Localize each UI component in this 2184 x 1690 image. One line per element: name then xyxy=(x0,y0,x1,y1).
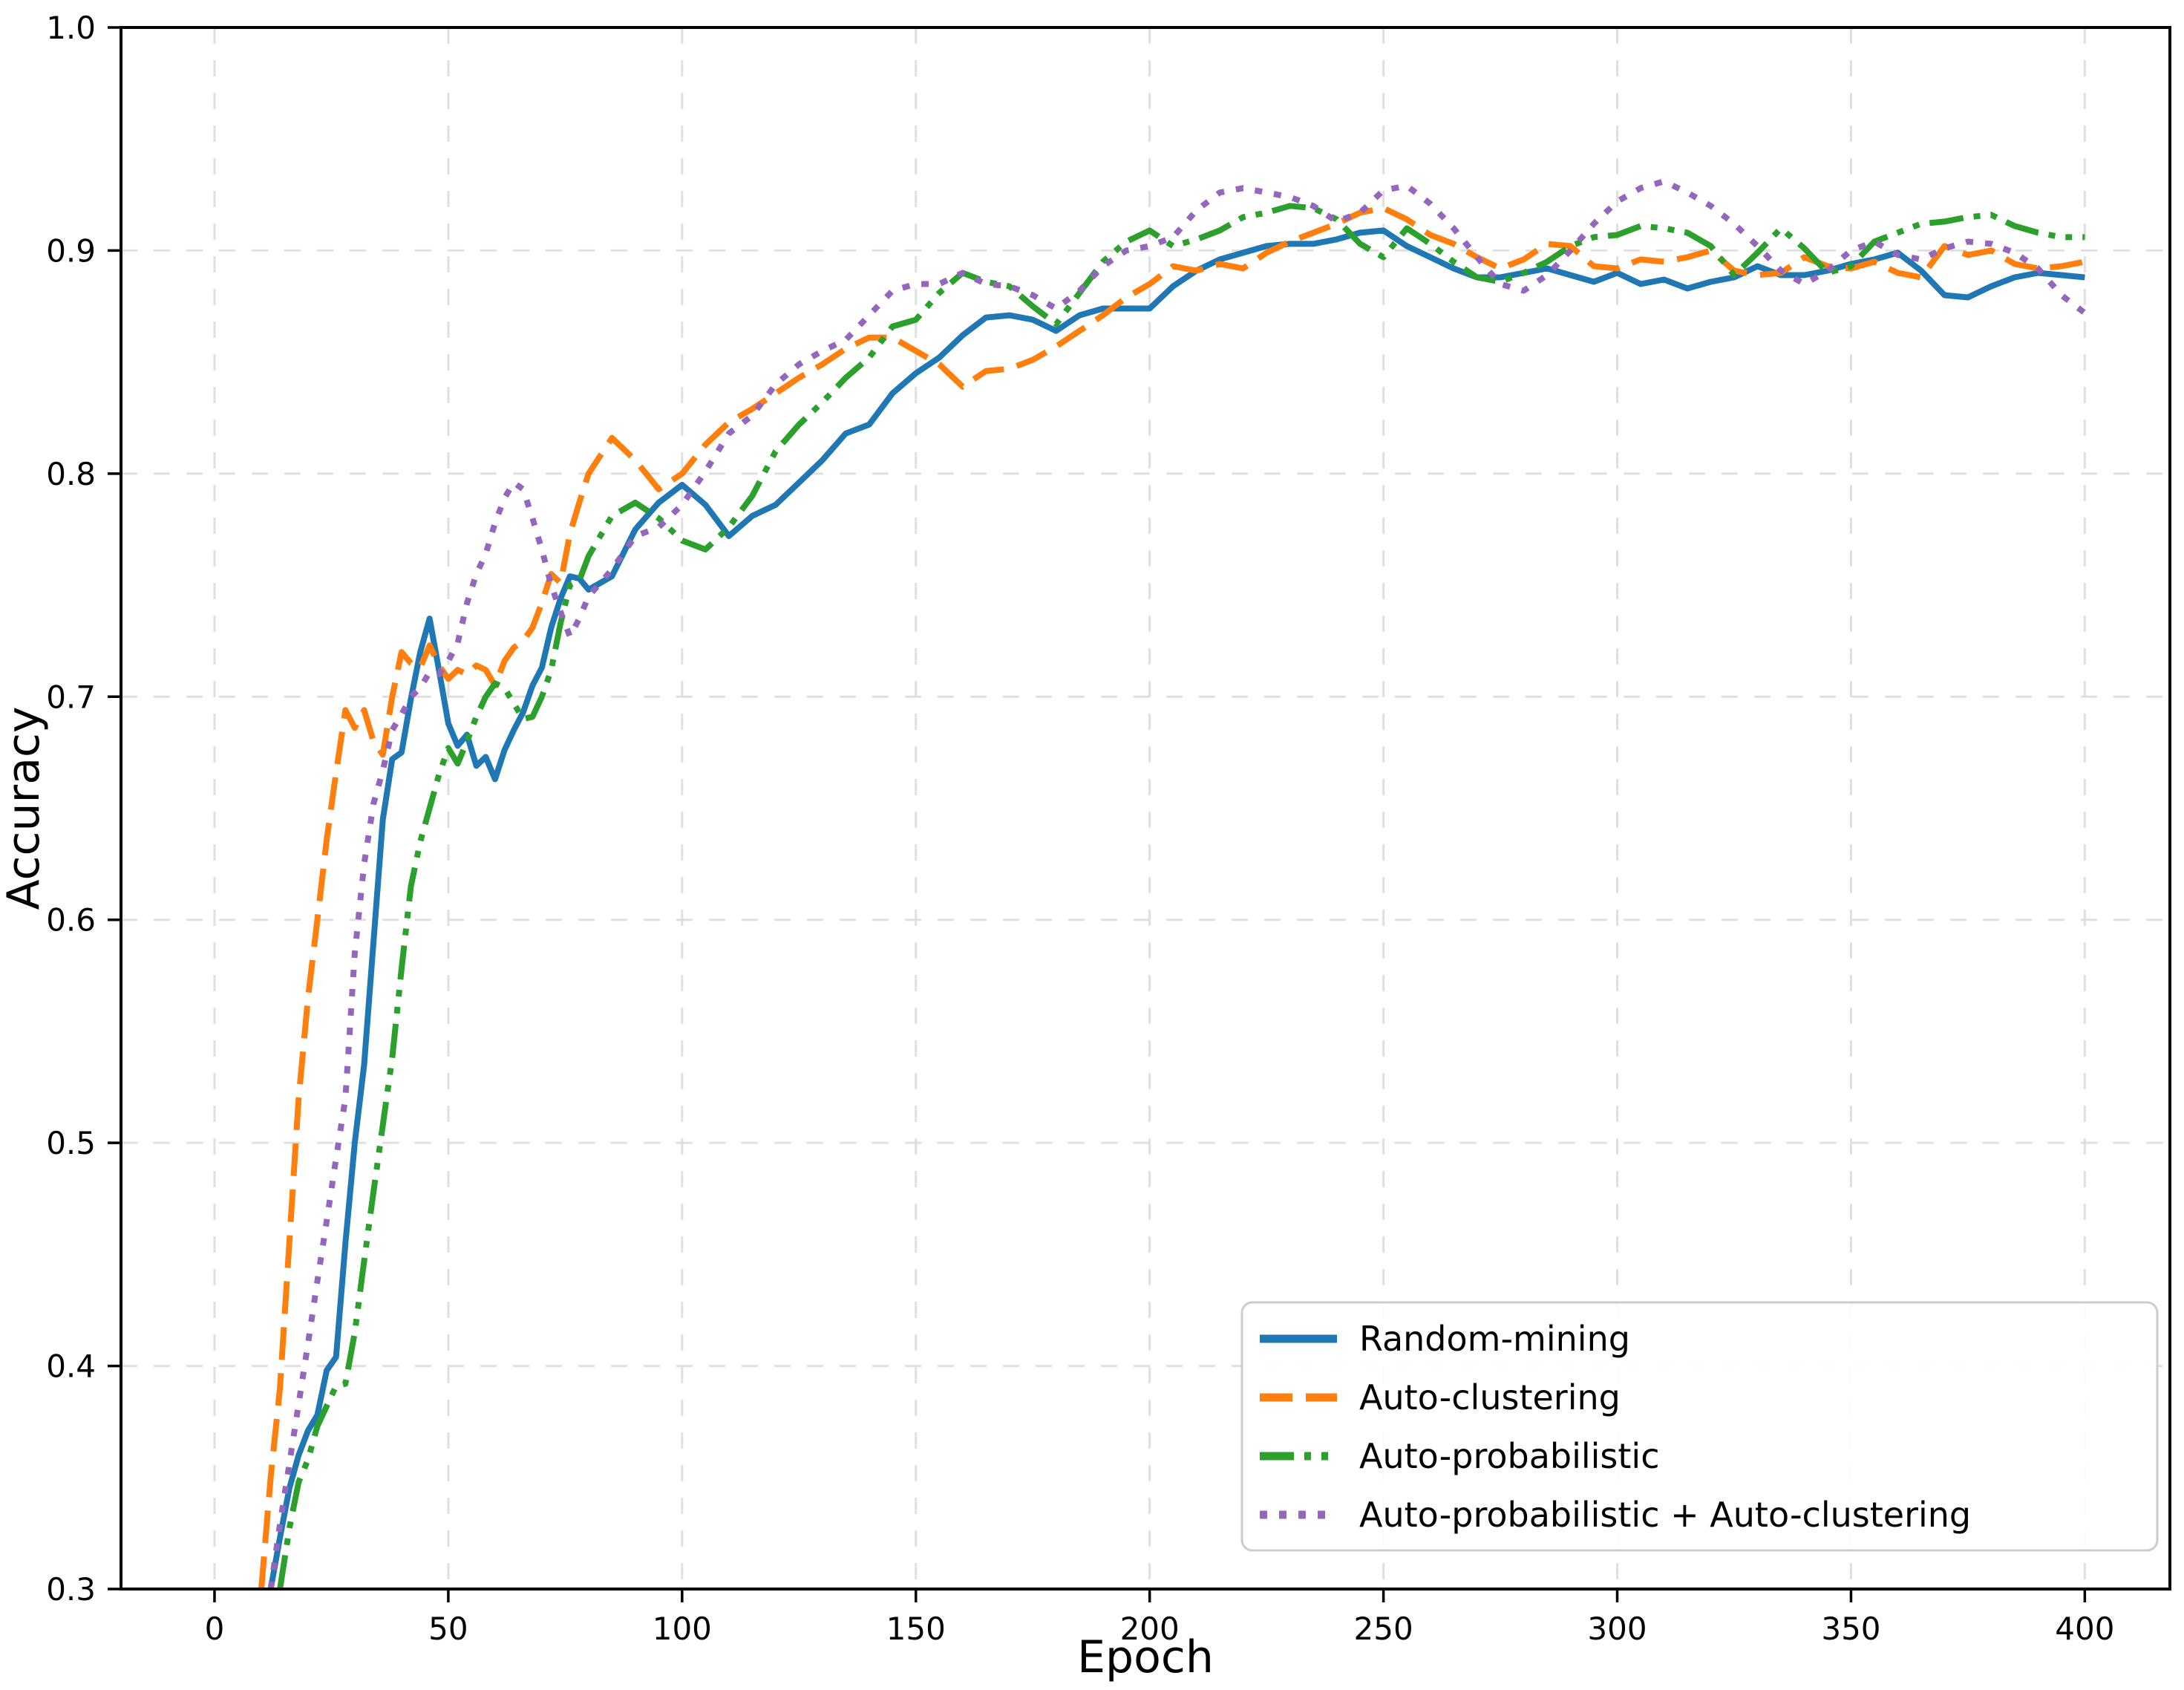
x-tick-label: 350 xyxy=(1821,1611,1880,1647)
x-tick-label: 250 xyxy=(1354,1611,1413,1647)
plot-frame xyxy=(120,26,2171,1591)
y-tick-label: 0.3 xyxy=(46,1571,96,1608)
x-tick-label: 100 xyxy=(653,1611,712,1647)
y-tick-label: 1.0 xyxy=(46,10,96,46)
x-tick-label: 50 xyxy=(428,1611,468,1647)
x-tick-label: 300 xyxy=(1587,1611,1647,1647)
x-axis-label: Epoch xyxy=(1077,1631,1214,1683)
x-tick-label: 200 xyxy=(1120,1611,1180,1647)
x-tick-label: 150 xyxy=(886,1611,946,1647)
y-tick-label: 0.8 xyxy=(46,456,96,492)
legend-label: Auto-probabilistic xyxy=(1359,1436,1660,1476)
y-tick-label: 0.9 xyxy=(46,232,96,269)
x-tick-label: 400 xyxy=(2055,1611,2114,1647)
legend-label: Auto-clustering xyxy=(1359,1377,1621,1417)
legend-label: Random-mining xyxy=(1359,1319,1630,1359)
y-tick-label: 0.7 xyxy=(46,679,96,715)
x-tick-label: 0 xyxy=(205,1611,225,1647)
legend-box xyxy=(1240,1301,2159,1552)
series-line-auto-clustering xyxy=(258,205,2086,1590)
y-tick-label: 0.5 xyxy=(46,1125,96,1161)
y-axis-label: Accuracy xyxy=(0,707,50,910)
y-tick-label: 0.6 xyxy=(46,902,96,939)
series-line-random-mining xyxy=(267,227,2085,1590)
y-tick-label: 0.4 xyxy=(46,1348,96,1385)
series-line-auto-probabilistic xyxy=(277,203,2085,1590)
legend-label: Auto-probabilistic + Auto-clustering xyxy=(1359,1495,1971,1535)
